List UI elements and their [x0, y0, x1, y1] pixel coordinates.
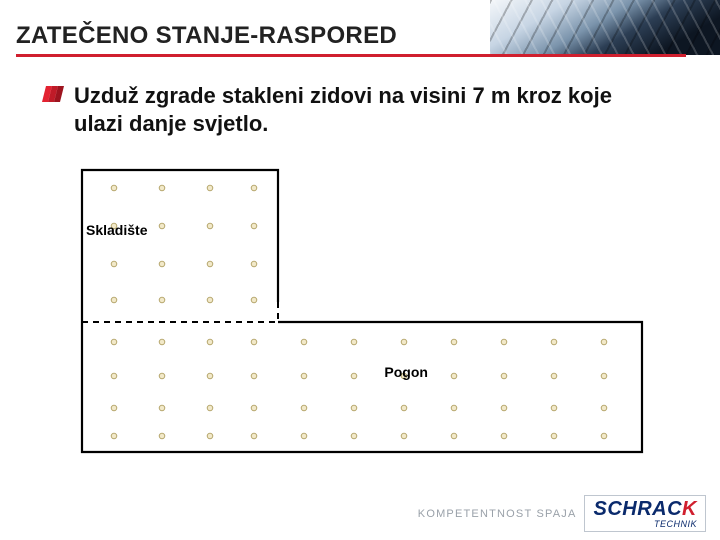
brand-sub: TECHNIK — [654, 519, 697, 529]
brand-main: SCHRAC — [593, 498, 682, 520]
brand-wordmark: SCHRACK — [593, 500, 697, 519]
bullet-text: Uzduž zgrade stakleni zidovi na visini 7… — [74, 82, 662, 137]
title-block: ZATEČENO STANJE-RASPORED — [16, 22, 686, 57]
footer-tagline: KOMPETENTNOST SPAJA — [418, 508, 577, 520]
brand-logo: SCHRACK TECHNIK — [584, 495, 706, 532]
label-skladiste: Skladište — [86, 222, 147, 238]
title-underline — [16, 54, 686, 57]
label-pogon: Pogon — [384, 364, 428, 380]
bullet-item: Uzduž zgrade stakleni zidovi na visini 7… — [42, 82, 662, 137]
page-title: ZATEČENO STANJE-RASPORED — [16, 22, 686, 50]
footer: KOMPETENTNOST SPAJA SCHRACK TECHNIK — [418, 495, 706, 532]
parallelogram-bullet-icon — [42, 86, 64, 102]
brand-accent: K — [682, 498, 697, 520]
floorplan-diagram: Skladište Pogon — [60, 160, 660, 470]
